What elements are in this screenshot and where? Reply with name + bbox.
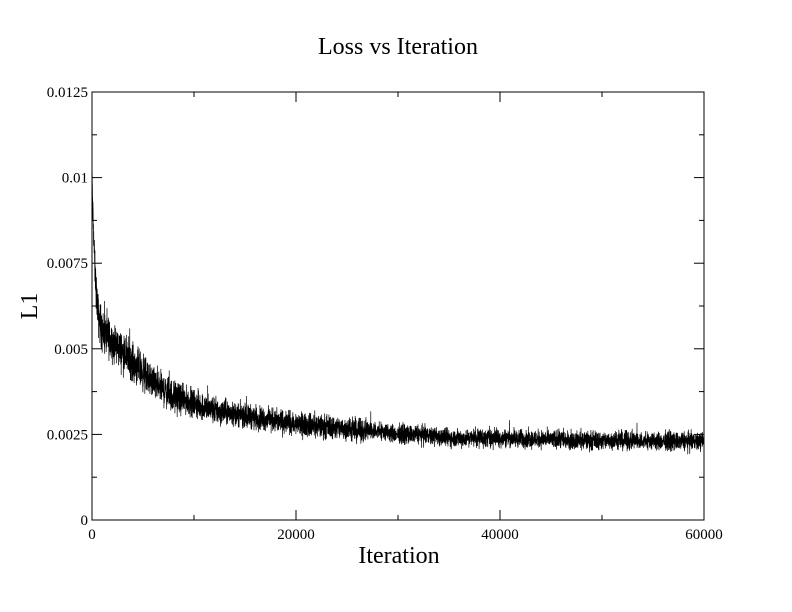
x-tick-label: 60000 — [685, 527, 723, 543]
axes-ticks: 0 20000 40000 60000 0 0.0025 0.005 0.0075 0.01 0.… — [47, 85, 723, 543]
y-tick-label: 0.005 — [54, 342, 88, 358]
x-tick-label: 40000 — [481, 527, 519, 543]
x-axis-label: Iteration — [358, 543, 439, 569]
plot-frame — [91, 91, 705, 521]
x-tick-label: 20000 — [277, 527, 315, 543]
y-tick-label: 0.0125 — [47, 85, 88, 101]
plot-area — [91, 169, 705, 455]
y-tick-label: 0 — [81, 513, 89, 529]
x-tick-label: 0 — [88, 527, 96, 543]
loss-series-line — [91, 169, 705, 455]
chart-title: Loss vs Iteration — [318, 34, 478, 60]
y-tick-label: 0.0075 — [47, 256, 88, 272]
y-tick-label: 0.0025 — [47, 427, 88, 443]
y-axis-label: L1 — [17, 293, 43, 320]
y-tick-label: 0.01 — [62, 171, 88, 187]
